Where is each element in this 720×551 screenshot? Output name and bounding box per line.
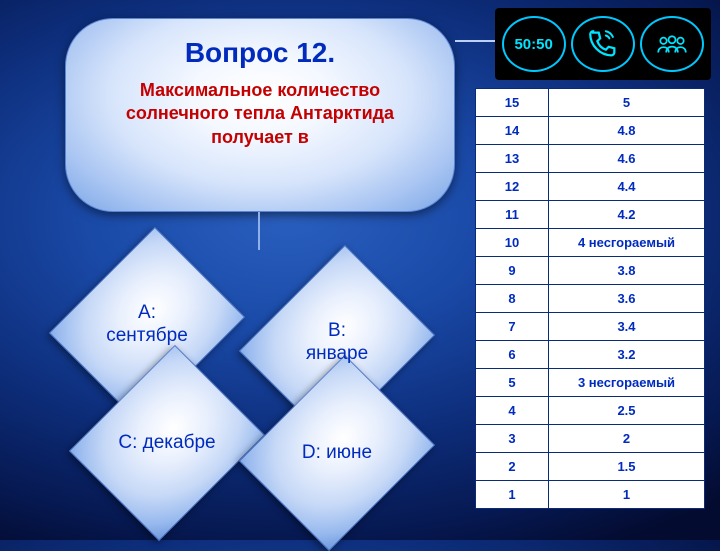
score-level: 7 bbox=[476, 313, 549, 340]
answer-c[interactable]: С: декабре bbox=[92, 368, 242, 518]
lifelines-panel: 50:50 bbox=[495, 8, 711, 80]
score-level: 4 bbox=[476, 397, 549, 424]
phone-icon bbox=[586, 27, 620, 61]
score-level: 2 bbox=[476, 453, 549, 480]
answer-b-label: В:январе bbox=[306, 320, 368, 366]
score-level: 9 bbox=[476, 257, 549, 284]
lifeline-audience[interactable] bbox=[640, 16, 704, 72]
score-row: 114.2 bbox=[476, 201, 704, 229]
score-row: 73.4 bbox=[476, 313, 704, 341]
score-row: 155 bbox=[476, 89, 704, 117]
score-level: 12 bbox=[476, 173, 549, 200]
score-value: 4.6 bbox=[549, 145, 704, 172]
score-level: 14 bbox=[476, 117, 549, 144]
question-title: Вопрос 12. bbox=[88, 37, 432, 69]
lifeline-phone[interactable] bbox=[571, 16, 635, 72]
score-row: 83.6 bbox=[476, 285, 704, 313]
score-row: 32 bbox=[476, 425, 704, 453]
score-row: 63.2 bbox=[476, 341, 704, 369]
answers-area: А:сентябре В:январе С: декабре D: июне bbox=[72, 250, 452, 510]
connector-line bbox=[455, 40, 495, 42]
score-level: 6 bbox=[476, 341, 549, 368]
connector-stub bbox=[258, 212, 260, 250]
score-row: 144.8 bbox=[476, 117, 704, 145]
score-value: 1 bbox=[549, 481, 704, 508]
score-value: 3.4 bbox=[549, 313, 704, 340]
lifeline-5050[interactable]: 50:50 bbox=[502, 16, 566, 72]
score-level: 11 bbox=[476, 201, 549, 228]
score-value: 4.4 bbox=[549, 173, 704, 200]
score-value: 2.5 bbox=[549, 397, 704, 424]
score-level: 8 bbox=[476, 285, 549, 312]
score-level: 15 bbox=[476, 89, 549, 116]
question-card: Вопрос 12. Максимальное количество солне… bbox=[65, 18, 455, 212]
score-value: 4 несгораемый bbox=[549, 229, 704, 256]
score-level: 3 bbox=[476, 425, 549, 452]
score-value: 4.8 bbox=[549, 117, 704, 144]
score-level: 5 bbox=[476, 369, 549, 396]
score-row: 93.8 bbox=[476, 257, 704, 285]
score-value: 3.6 bbox=[549, 285, 704, 312]
score-row: 53 несгораемый bbox=[476, 369, 704, 397]
score-value: 3.2 bbox=[549, 341, 704, 368]
score-level: 1 bbox=[476, 481, 549, 508]
question-text: Максимальное количество солнечного тепла… bbox=[88, 79, 432, 149]
score-value: 4.2 bbox=[549, 201, 704, 228]
fifty-label: 50:50 bbox=[514, 36, 552, 53]
score-row: 104 несгораемый bbox=[476, 229, 704, 257]
score-row: 134.6 bbox=[476, 145, 704, 173]
answer-a-label: А:сентябре bbox=[106, 302, 188, 348]
score-row: 42.5 bbox=[476, 397, 704, 425]
score-table: 155144.8134.6124.4114.2104 несгораемый93… bbox=[475, 88, 705, 509]
score-row: 21.5 bbox=[476, 453, 704, 481]
score-value: 2 bbox=[549, 425, 704, 452]
score-value: 3.8 bbox=[549, 257, 704, 284]
score-level: 10 bbox=[476, 229, 549, 256]
score-row: 11 bbox=[476, 481, 704, 508]
score-value: 3 несгораемый bbox=[549, 369, 704, 396]
answer-d[interactable]: D: июне bbox=[262, 378, 412, 528]
score-value: 1.5 bbox=[549, 453, 704, 480]
score-value: 5 bbox=[549, 89, 704, 116]
answer-d-label: D: июне bbox=[302, 442, 372, 465]
score-level: 13 bbox=[476, 145, 549, 172]
answer-c-label: С: декабре bbox=[118, 432, 215, 455]
audience-icon bbox=[655, 27, 689, 61]
score-row: 124.4 bbox=[476, 173, 704, 201]
